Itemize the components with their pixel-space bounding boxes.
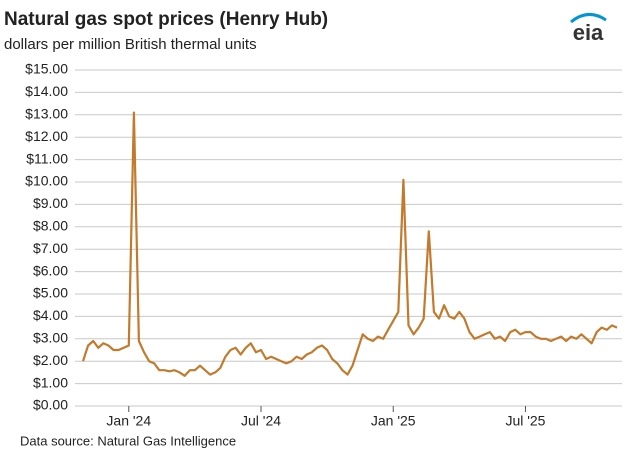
logo: eia — [573, 20, 604, 45]
source-note: Data source: Natural Gas Intelligence — [20, 433, 236, 448]
y-tick-label: $14.00 — [25, 83, 68, 99]
chart-title: Natural gas spot prices (Henry Hub) — [4, 9, 328, 30]
y-tick-label: $7.00 — [33, 240, 68, 256]
x-tick-label: Jul '24 — [241, 413, 281, 429]
y-tick-label: $11.00 — [26, 150, 68, 166]
logo-swoosh — [570, 13, 607, 24]
chart-subtitle: dollars per million British thermal unit… — [4, 36, 257, 53]
y-tick-label: $4.00 — [33, 307, 68, 323]
y-tick-label: $8.00 — [33, 218, 68, 234]
y-tick-label: $12.00 — [25, 128, 68, 144]
y-tick-label: $5.00 — [33, 285, 68, 301]
x-tick-label: Jan '25 — [371, 413, 416, 429]
x-tick-label: Jul '25 — [505, 413, 545, 429]
y-tick-label: $15.00 — [25, 61, 68, 77]
price-line — [81, 111, 618, 377]
y-tick-label: $0.00 — [33, 397, 68, 413]
x-tick-label: Jan '24 — [106, 413, 151, 429]
y-tick-label: $3.00 — [33, 330, 68, 346]
y-tick-label: $1.00 — [33, 374, 68, 390]
y-tick-label: $9.00 — [33, 195, 68, 211]
y-tick-label: $6.00 — [33, 262, 68, 278]
y-tick-label: $10.00 — [25, 173, 68, 189]
y-tick-label: $2.00 — [33, 352, 68, 368]
y-tick-label: $13.00 — [25, 106, 68, 122]
